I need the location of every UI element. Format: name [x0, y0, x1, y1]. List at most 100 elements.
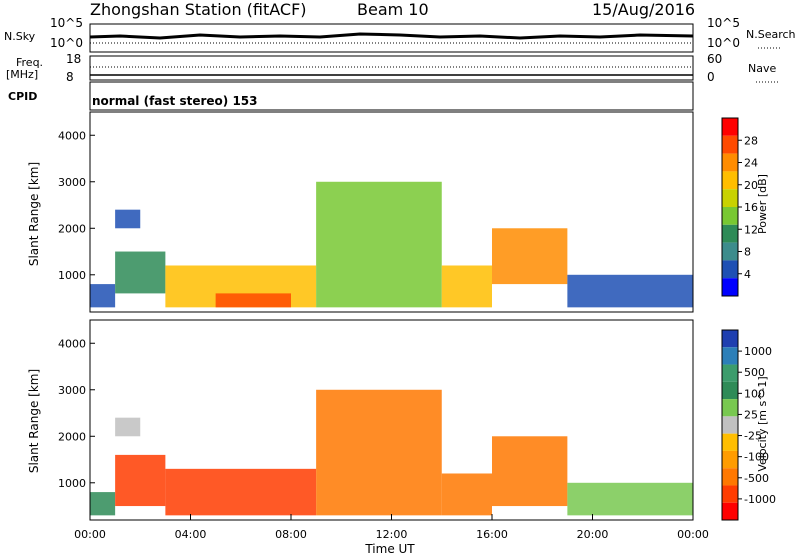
velocity-ytick-label: 3000 [58, 384, 86, 397]
power-colorbar-cell [722, 260, 738, 279]
velocity-colorbar: 1000 500 100 25 -25 -100 -500 -1000 [721, 329, 776, 521]
x-tick-label: 04:00 [175, 528, 207, 541]
power-colorbar-label: 12 [744, 223, 758, 236]
power-ytick-label: 1000 [58, 269, 86, 282]
nsky-label: N.Sky [4, 30, 36, 43]
velocity-colorbar-label: -100 [744, 451, 769, 464]
freq-panel-frame [89, 55, 694, 81]
freq-tick-top: 18 [66, 52, 82, 66]
power-colorbar-cell [722, 224, 738, 243]
nsky-trace [89, 32, 694, 40]
velocity-cell [441, 473, 492, 516]
velocity-colorbar-label: 100 [744, 387, 765, 400]
power-ytick-label: 2000 [58, 222, 86, 235]
power-colorbar-label: Power [dB] [756, 174, 769, 234]
power-cell [441, 265, 492, 308]
velocity-colorbar-label: -25 [744, 430, 762, 443]
velocity-cell [90, 492, 116, 516]
date-label: 15/Aug/2016 [592, 0, 696, 19]
nsearch-label: N.Search [746, 28, 796, 41]
power-colorbar-cell [722, 207, 738, 225]
power-cell [567, 274, 693, 308]
velocity-colorbar-label: 1000 [744, 345, 772, 358]
velocity-ytick-label: 1000 [58, 477, 86, 490]
velocity-cell [115, 454, 166, 507]
power-colorbar-cell [722, 118, 738, 136]
velocity-ytick-label: 2000 [58, 430, 86, 443]
velocity-colorbar-cell [722, 468, 738, 486]
x-tick-label: 08:00 [275, 528, 307, 541]
velocity-cell [567, 482, 693, 516]
velocity-colorbar-cell [722, 364, 738, 382]
velocity-cell [115, 417, 141, 437]
velocity-colorbar-label: -500 [744, 472, 769, 485]
nave-label: Nave [748, 62, 777, 75]
power-cell [90, 284, 116, 308]
velocity-colorbar-frame [721, 329, 739, 521]
velocity-cell [492, 436, 568, 507]
power-colorbar-label: 8 [744, 246, 751, 259]
power-cell [215, 293, 291, 308]
velocity-cell [165, 468, 317, 516]
nsky-tick-top: 10^5 [50, 16, 83, 30]
power-cell [115, 209, 141, 229]
velocity-colorbar-cell [722, 433, 738, 451]
power-ytick-label: 3000 [58, 176, 86, 189]
power-colorbar-cell [722, 153, 738, 172]
power-colorbar-cell [722, 135, 738, 154]
power-ylabel: Slant Range [km] [27, 162, 41, 266]
nave-tick-top: 60 [707, 52, 723, 66]
velocity-ytick-label: 4000 [58, 337, 86, 350]
power-cell [316, 181, 442, 308]
cpid-label: CPID [8, 90, 38, 103]
power-heatmap: 1000 2000 3000 4000 Slant Range [km] [27, 111, 694, 313]
power-ytick-label: 4000 [58, 129, 86, 142]
nave-tick-bottom: 0 [707, 70, 715, 84]
power-colorbar-label: 20 [744, 179, 758, 192]
nsky-tick-bottom: 10^0 [50, 36, 83, 50]
nsearch-tick-bottom: 10^0 [707, 36, 740, 50]
velocity-cell [316, 389, 442, 516]
x-tick-label: 20:00 [577, 528, 609, 541]
freq-label-2: [MHz] [6, 68, 39, 81]
nsearch-tick-top: 10^5 [707, 16, 740, 30]
power-colorbar: 28 24 20 16 12 8 4 [721, 117, 758, 297]
beam-label: Beam 10 [357, 0, 429, 19]
velocity-colorbar-cell [722, 347, 738, 365]
power-colorbar-label: 16 [744, 201, 758, 214]
power-cell [492, 228, 568, 285]
velocity-colorbar-label: Velocity [m s^-1] [756, 376, 769, 471]
power-colorbar-cell [722, 171, 738, 190]
power-colorbar-cell [722, 189, 738, 207]
cpid-panel-frame [89, 81, 694, 111]
x-tick-label: 00:00 [74, 528, 106, 541]
x-tick-label: 12:00 [376, 528, 408, 541]
velocity-colorbar-label: 500 [744, 366, 765, 379]
velocity-colorbar-label: 25 [744, 408, 758, 421]
nsky-panel-frame [89, 23, 694, 53]
velocity-heatmap: 1000 2000 3000 4000 00:00 04:00 08:00 12:00 16:… [27, 319, 709, 554]
power-colorbar-label: 24 [744, 157, 758, 170]
freq-label-1: Freq. [16, 56, 44, 69]
velocity-colorbar-cell [722, 450, 738, 469]
power-panel-frame [89, 111, 694, 313]
freq-tick-bottom: 8 [66, 70, 74, 84]
velocity-colorbar-cell [722, 330, 738, 348]
power-colorbar-label: 28 [744, 134, 758, 147]
power-colorbar-cell [722, 242, 738, 261]
velocity-ylabel: Slant Range [km] [27, 369, 41, 473]
x-tick-label: 16:00 [476, 528, 508, 541]
cpid-value: normal (fast stereo) 153 [92, 94, 258, 108]
velocity-colorbar-cell [722, 416, 738, 434]
power-colorbar-label: 4 [744, 268, 751, 281]
x-tick-label: 00:00 [677, 528, 709, 541]
velocity-colorbar-cell [722, 502, 738, 520]
velocity-colorbar-cell [722, 381, 738, 400]
station-title: Zhongshan Station (fitACF) [90, 0, 307, 19]
x-axis-label: Time UT [364, 542, 415, 554]
velocity-colorbar-cell [722, 485, 738, 503]
velocity-colorbar-cell [722, 399, 738, 417]
velocity-colorbar-label: -1000 [744, 493, 776, 506]
power-cell [115, 251, 166, 294]
